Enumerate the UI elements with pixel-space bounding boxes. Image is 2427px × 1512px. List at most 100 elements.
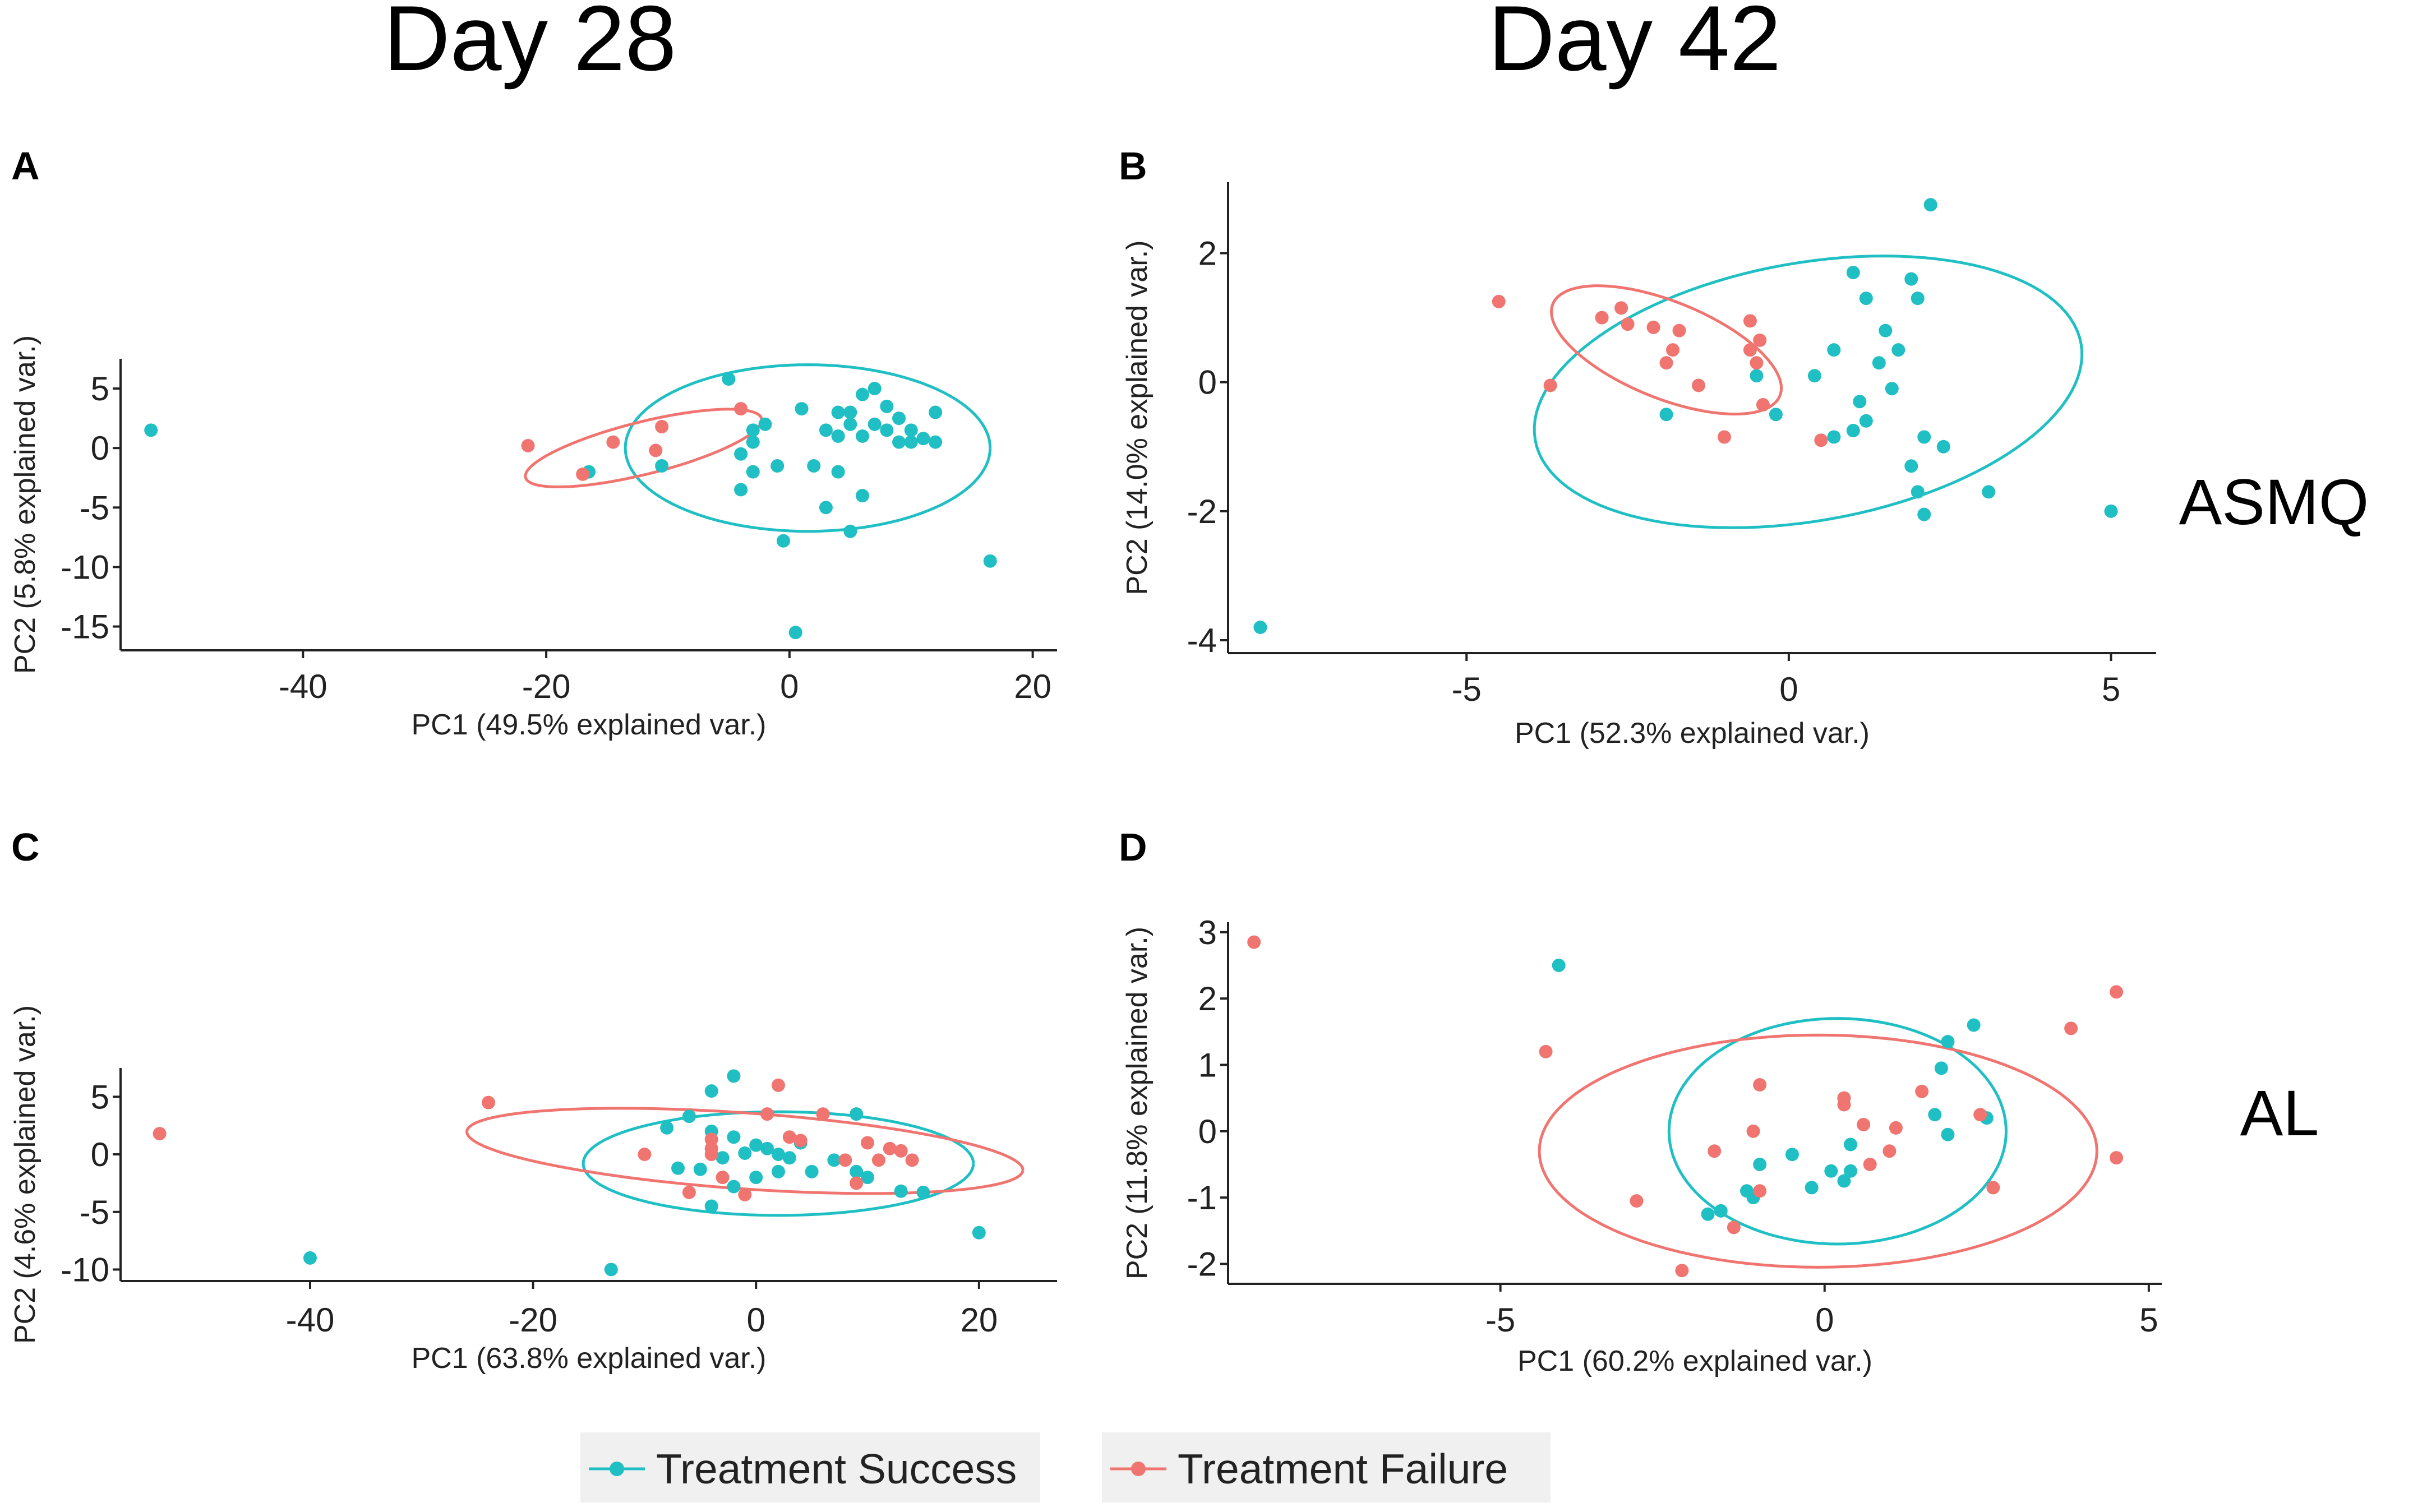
y-tick-label: -2 — [1187, 493, 1217, 530]
point-success — [843, 417, 857, 431]
point-success — [1923, 198, 1937, 212]
ellipse-success — [1533, 255, 2084, 529]
legend: Treatment Success Treatment Failure — [580, 1432, 1551, 1502]
y-tick-label: -5 — [80, 489, 109, 526]
point-success — [758, 417, 772, 431]
point-failure — [1837, 1098, 1851, 1112]
y-tick-label: 0 — [1198, 1113, 1217, 1150]
point-success — [727, 1180, 741, 1194]
point-failure — [838, 1153, 852, 1167]
point-failure — [716, 1171, 730, 1185]
point-failure — [1753, 333, 1767, 347]
point-failure — [738, 1187, 752, 1201]
point-success — [1934, 1061, 1948, 1075]
point-failure — [1247, 935, 1261, 949]
point-success — [827, 1153, 841, 1167]
point-success — [868, 382, 882, 396]
point-failure — [861, 1136, 875, 1150]
ellipse-success — [624, 363, 992, 533]
point-failure — [1753, 1184, 1767, 1198]
point-failure — [1708, 1144, 1722, 1158]
y-tick-label: -10 — [61, 548, 109, 586]
ellipse-failure — [524, 408, 763, 488]
panel-a: A -40 -20 0 20 5 0 -5 -10 -15 PC1 (49.5% explained… — [9, 144, 1057, 741]
y-tick-label: 5 — [91, 1078, 109, 1116]
point-failure — [704, 1141, 718, 1155]
point-success — [144, 423, 158, 437]
point-failure — [1746, 1124, 1760, 1138]
x-tick-label: -5 — [1485, 1301, 1515, 1339]
point-success — [770, 459, 785, 473]
point-success — [1911, 485, 1925, 499]
point-failure — [1863, 1157, 1877, 1171]
point-success — [746, 435, 760, 449]
ellipse-success — [582, 1110, 975, 1217]
point-success — [855, 429, 869, 443]
point-success — [704, 1199, 718, 1213]
point-success — [831, 429, 845, 443]
point-success — [880, 423, 894, 437]
point-failure — [2110, 1151, 2124, 1165]
point-success — [929, 405, 943, 419]
x-tick-label: -20 — [509, 1301, 557, 1339]
legend-failure-label: Treatment Failure — [1178, 1445, 1508, 1492]
legend-success-label: Treatment Success — [656, 1445, 1017, 1492]
point-failure — [153, 1127, 167, 1141]
point-success — [1846, 266, 1860, 280]
y-tick-label: 5 — [91, 370, 109, 408]
point-success — [1936, 440, 1950, 454]
point-success — [861, 1171, 875, 1185]
point-success — [1837, 1174, 1851, 1188]
point-success — [1928, 1108, 1942, 1122]
x-tick-label: -40 — [286, 1301, 335, 1339]
point-success — [1859, 414, 1873, 428]
point-failure — [1539, 1044, 1553, 1058]
y-axis-title: PC2 (14.0% explained var.) — [1121, 240, 1153, 595]
point-failure — [606, 435, 620, 449]
point-success — [1753, 1157, 1767, 1171]
x-tick-label: 0 — [1779, 671, 1798, 708]
point-failure — [2110, 985, 2124, 999]
x-axis-title: PC1 (49.5% explained var.) — [411, 709, 766, 741]
point-failure — [649, 443, 663, 457]
point-success — [1827, 343, 1841, 357]
point-success — [1885, 382, 1899, 396]
point-success — [788, 626, 802, 640]
row-label-al: AL — [2240, 1078, 2319, 1149]
point-success — [749, 1171, 763, 1185]
point-success — [1785, 1148, 1799, 1162]
point-failure — [521, 438, 535, 452]
point-success — [1879, 323, 1893, 337]
point-failure — [734, 402, 748, 416]
point-failure — [1857, 1117, 1871, 1131]
point-success — [771, 1164, 785, 1178]
point-success — [746, 423, 760, 437]
point-success — [1872, 356, 1886, 370]
point-success — [892, 411, 906, 426]
point-success — [1982, 485, 1996, 499]
point-success — [655, 459, 669, 473]
y-tick-label: -4 — [1187, 622, 1217, 659]
point-success — [1701, 1207, 1715, 1221]
point-success — [1552, 958, 1566, 972]
point-success — [850, 1164, 864, 1178]
point-success — [1824, 1164, 1838, 1178]
point-failure — [883, 1141, 897, 1155]
point-success — [904, 423, 918, 437]
panel-letter-d: D — [1119, 825, 1147, 869]
panel-c: C -40 -20 0 20 5 0 -5 -10 PC1 (63.8% explained va… — [9, 825, 1057, 1375]
point-success — [727, 1130, 741, 1144]
y-axis-title: PC2 (4.6% explained var.) — [9, 1005, 41, 1344]
point-success — [777, 534, 791, 548]
point-success — [1941, 1127, 1955, 1141]
y-tick-label: 0 — [1198, 364, 1217, 401]
point-failure — [1691, 378, 1705, 392]
point-failure — [1672, 323, 1686, 337]
point-failure — [782, 1130, 796, 1144]
point-success — [760, 1141, 774, 1155]
point-success — [843, 405, 857, 419]
point-success — [1859, 292, 1873, 306]
point-success — [850, 1107, 864, 1121]
panel-b: B -5 0 5 2 0 -2 -4 PC1 (52.3% explained var.) PC2… — [1119, 144, 2156, 750]
